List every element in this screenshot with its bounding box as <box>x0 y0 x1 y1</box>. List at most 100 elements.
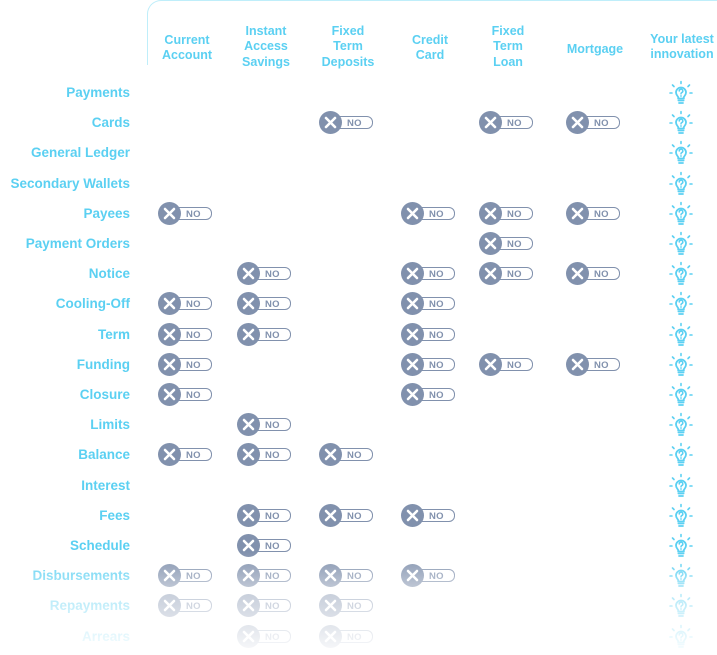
no-toggle[interactable]: NO <box>479 262 535 286</box>
row-label-funding: Funding <box>76 356 130 372</box>
row-label-payees: Payees <box>83 205 130 221</box>
lightbulb-question-icon <box>668 624 694 650</box>
close-icon <box>479 262 502 286</box>
no-toggle[interactable]: NO <box>319 564 375 588</box>
lightbulb-question-icon <box>668 201 694 227</box>
no-toggle[interactable]: NO <box>479 201 535 226</box>
column-header-credit-card: Credit Card <box>411 32 449 63</box>
no-toggle[interactable]: NO <box>401 383 457 407</box>
close-icon <box>237 503 260 527</box>
toggle-label: NO <box>347 118 362 130</box>
no-toggle[interactable]: NO <box>319 111 375 135</box>
no-toggle[interactable]: NO <box>237 292 293 316</box>
no-toggle[interactable]: NO <box>566 352 622 377</box>
close-icon <box>237 292 260 316</box>
close-icon <box>158 292 181 316</box>
no-toggle[interactable]: NO <box>566 201 622 226</box>
no-toggle[interactable]: NO <box>401 322 457 347</box>
toggle-label: NO <box>265 541 280 552</box>
toggle-label: NO <box>347 510 362 522</box>
close-icon <box>319 443 342 467</box>
toggle-label: NO <box>265 299 280 311</box>
column-header-your-latest-innovation: Your latest innovation <box>650 31 714 62</box>
lightbulb-question-icon <box>668 593 694 619</box>
no-toggle[interactable]: NO <box>237 503 293 528</box>
no-toggle[interactable]: NO <box>319 503 375 528</box>
no-toggle[interactable]: NO <box>158 383 214 407</box>
column-header-current-account: Current Account <box>162 32 212 63</box>
toggle-label: NO <box>347 450 362 462</box>
no-toggle[interactable]: NO <box>319 624 375 649</box>
row-label-term: Term <box>97 326 130 342</box>
no-toggle[interactable]: NO <box>401 564 457 588</box>
column-header-fixed-term-loan: Fixed Term Loan <box>491 23 525 69</box>
row-label-payment-orders: Payment Orders <box>25 236 130 251</box>
no-toggle[interactable]: NO <box>158 443 214 467</box>
no-toggle[interactable]: NO <box>158 594 214 618</box>
row-label-schedule: Schedule <box>69 538 130 553</box>
no-toggle[interactable]: NO <box>237 322 293 347</box>
no-toggle[interactable]: NO <box>319 594 375 618</box>
toggle-label: NO <box>507 359 522 371</box>
lightbulb-question-icon <box>668 473 694 499</box>
toggle-label: NO <box>429 329 444 341</box>
no-toggle[interactable]: NO <box>566 111 622 135</box>
no-toggle[interactable]: NO <box>237 262 293 286</box>
lightbulb-question-icon <box>668 110 694 136</box>
toggle-label: NO <box>347 601 362 613</box>
no-toggle[interactable]: NO <box>158 322 214 347</box>
toggle-label: NO <box>507 208 522 220</box>
column-header-fixed-term-deposits: Fixed Term Deposits <box>321 23 375 69</box>
toggle-label: NO <box>265 329 280 341</box>
no-toggle[interactable]: NO <box>158 564 214 588</box>
no-toggle[interactable]: NO <box>401 503 457 528</box>
close-icon <box>401 383 424 406</box>
toggle-label: NO <box>594 269 609 281</box>
toggle-label: NO <box>186 359 201 371</box>
no-toggle[interactable]: NO <box>237 534 293 558</box>
row-label-interest: Interest <box>81 477 130 493</box>
no-toggle[interactable]: NO <box>237 413 293 437</box>
no-toggle[interactable]: NO <box>479 352 535 377</box>
close-icon <box>158 594 181 618</box>
no-toggle[interactable]: NO <box>566 262 622 286</box>
close-icon <box>158 322 181 346</box>
close-icon <box>319 564 342 588</box>
close-icon <box>566 262 589 286</box>
close-icon <box>237 262 260 286</box>
lightbulb-question-icon <box>668 291 694 317</box>
no-toggle[interactable]: NO <box>479 232 535 256</box>
no-toggle[interactable]: NO <box>158 292 214 316</box>
no-toggle[interactable]: NO <box>237 624 293 649</box>
lightbulb-question-icon <box>668 382 694 408</box>
no-toggle[interactable]: NO <box>237 564 293 588</box>
row-label-balance: Balance <box>78 447 130 463</box>
lightbulb-question-icon <box>668 140 694 166</box>
no-toggle[interactable]: NO <box>158 352 214 377</box>
no-toggle[interactable]: NO <box>401 292 457 316</box>
row-label-payments: Payments <box>66 85 130 100</box>
row-label-notice: Notice <box>88 266 130 282</box>
no-toggle[interactable]: NO <box>237 594 293 618</box>
no-toggle[interactable]: NO <box>237 443 293 467</box>
close-icon <box>401 352 424 376</box>
row-label-arrears: Arrears <box>81 628 130 644</box>
column-header-instant-access-savings: Instant Access Savings <box>242 23 290 69</box>
no-toggle[interactable]: NO <box>401 201 457 226</box>
row-label-cards: Cards <box>91 115 130 131</box>
no-toggle[interactable]: NO <box>401 262 457 286</box>
no-toggle[interactable]: NO <box>158 201 214 226</box>
close-icon <box>319 111 342 135</box>
row-label-general-ledger: General Ledger <box>30 145 130 161</box>
close-icon <box>479 201 502 225</box>
no-toggle[interactable]: NO <box>401 352 457 377</box>
toggle-label: NO <box>186 601 201 613</box>
row-label-secondary-wallets: Secondary Wallets <box>10 175 130 191</box>
toggle-label: NO <box>265 269 280 281</box>
no-toggle[interactable]: NO <box>319 443 375 467</box>
no-toggle[interactable]: NO <box>479 111 535 135</box>
close-icon <box>401 322 424 346</box>
toggle-label: NO <box>265 631 280 643</box>
column-header-mortgage: Mortgage <box>566 42 624 57</box>
close-icon <box>237 624 260 648</box>
